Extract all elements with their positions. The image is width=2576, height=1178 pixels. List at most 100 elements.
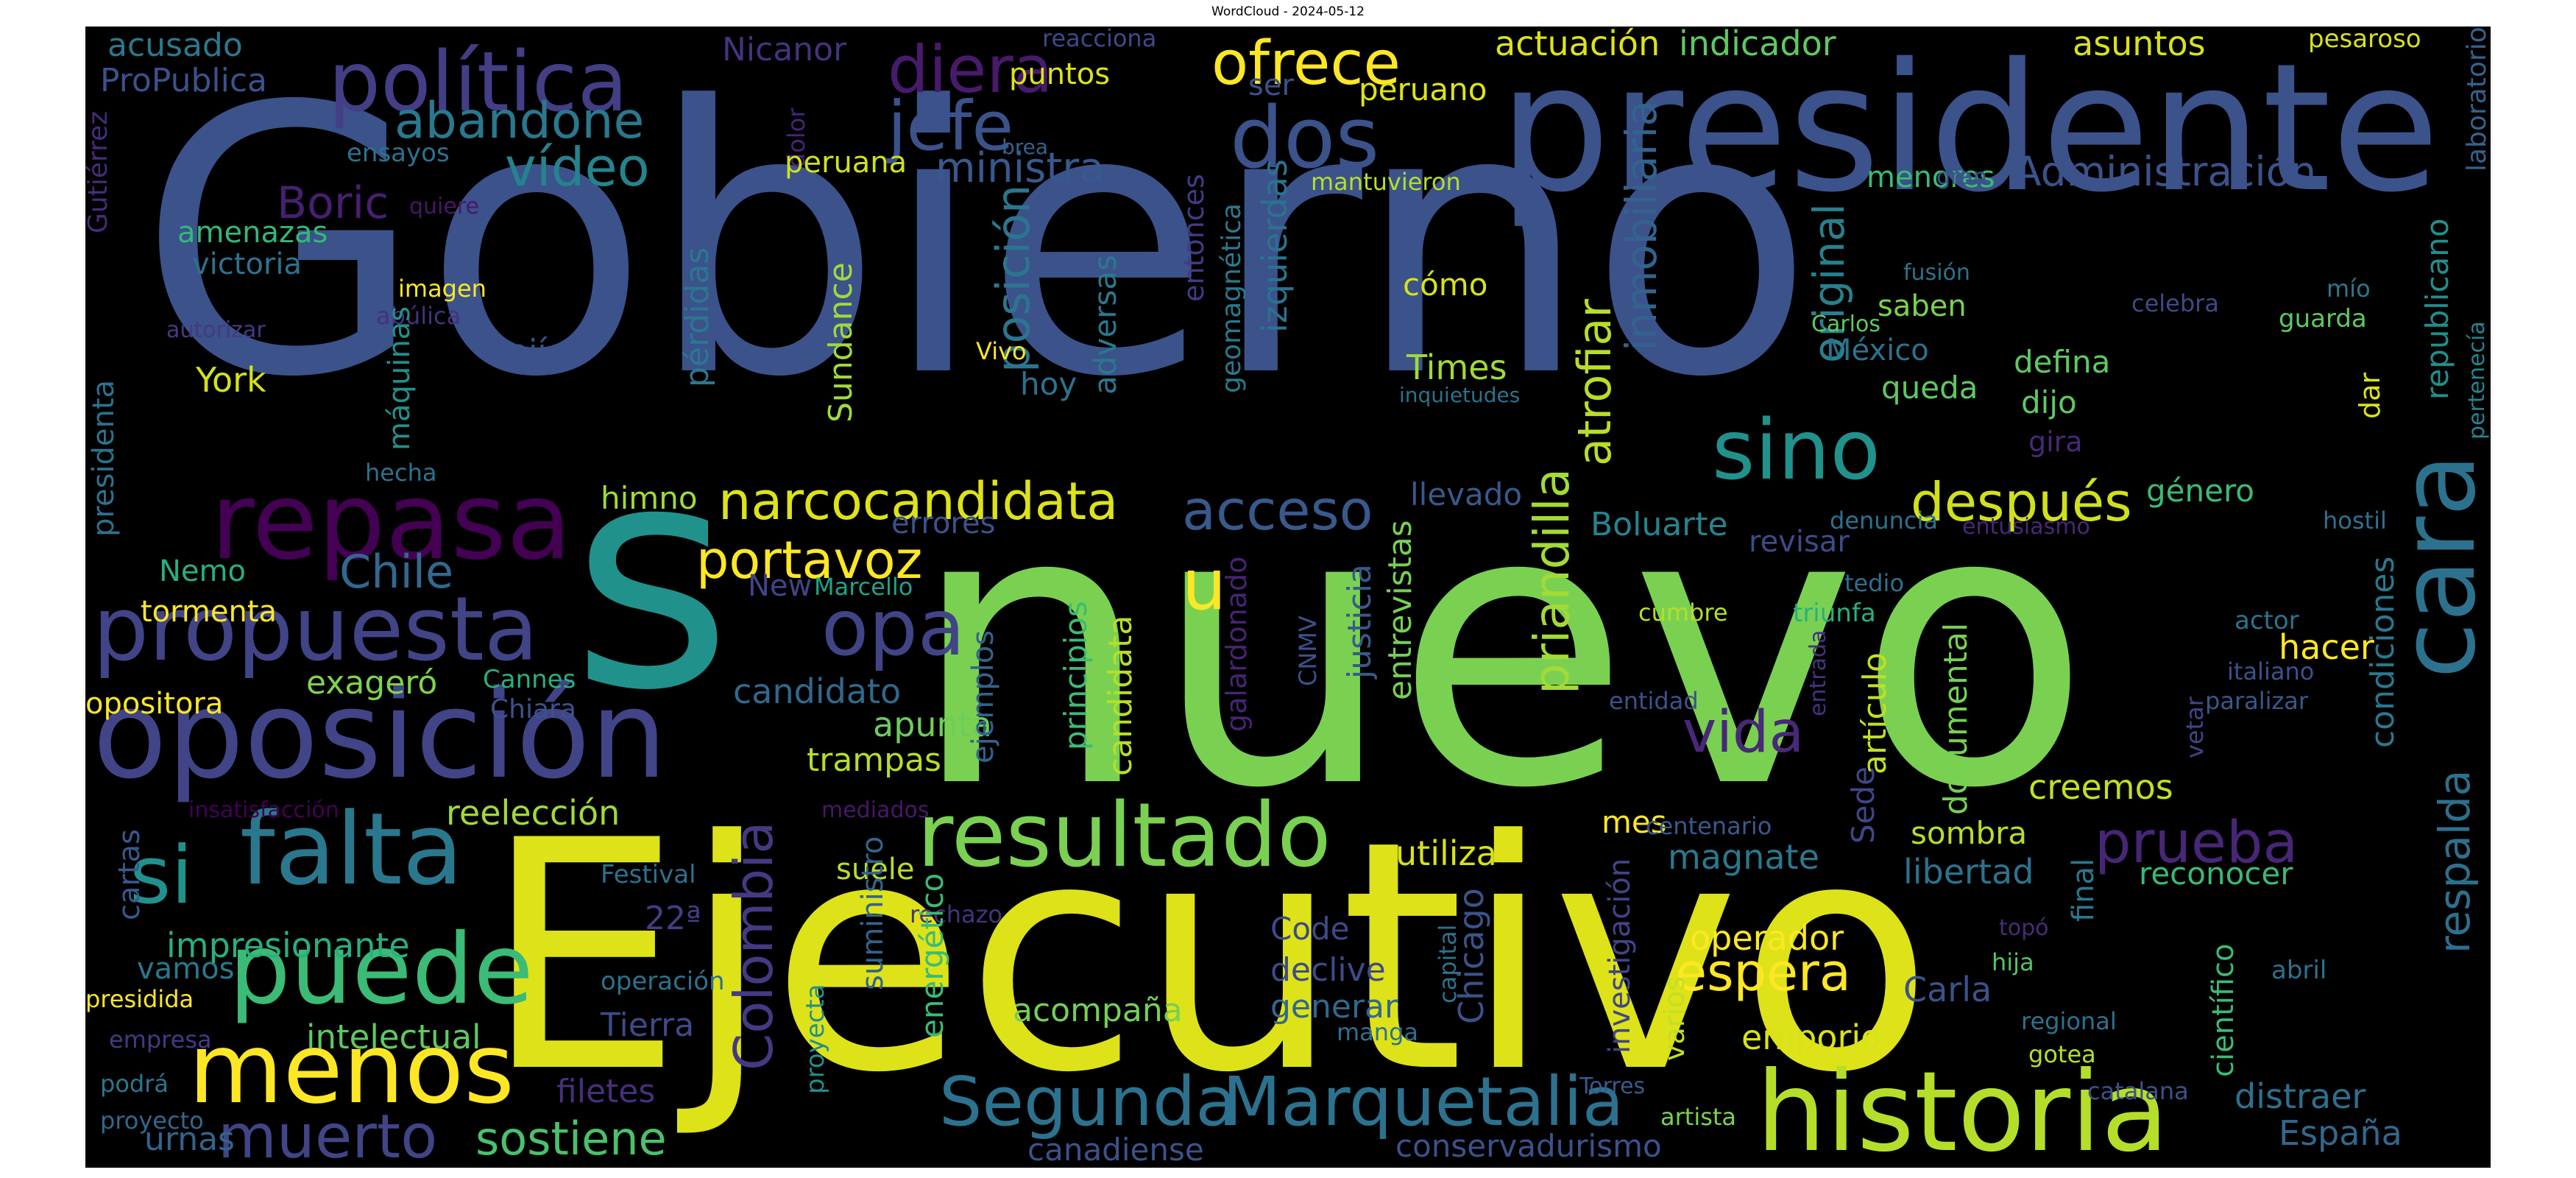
word-celebra: celebra <box>2131 289 2219 317</box>
word-insatisfacción: insatisfacción <box>188 797 339 823</box>
word-historia: historia <box>1756 1048 2169 1168</box>
word-hacer: hacer <box>2279 627 2374 667</box>
word-nuevo: nuevo <box>910 426 2091 872</box>
word-pesaroso: pesaroso <box>2308 27 2421 54</box>
word-peruana: peruana <box>785 146 907 180</box>
word-festival: Festival <box>601 860 696 889</box>
word-portavoz: portavoz <box>696 530 923 590</box>
word-topó: topó <box>1999 915 2049 941</box>
word-izquierdas: izquierdas <box>1255 159 1295 333</box>
word-máquinas: máquinas <box>383 306 417 451</box>
word-carla: Carla <box>1903 970 1992 1009</box>
word-abúlica: abúlica <box>376 302 461 330</box>
word-suele: suele <box>836 853 915 886</box>
word-entidad: entidad <box>1609 687 1699 715</box>
word-abandone: abandone <box>394 92 645 150</box>
word-marquetalia: Marquetalia <box>1222 1062 1624 1141</box>
word-opositora: opositora <box>85 687 224 721</box>
word-urnas: urnas <box>144 1121 235 1158</box>
word-guarda: guarda <box>2279 304 2367 334</box>
word-times: Times <box>1406 348 1507 387</box>
word-saben: saben <box>1878 289 1967 323</box>
word-vídeo: vídeo <box>505 136 650 198</box>
word-vamos: vamos <box>137 952 235 986</box>
word-manga: manga <box>1337 1018 1418 1046</box>
word-cannes: Cannes <box>483 665 576 694</box>
word-22ª: 22ª <box>645 900 701 937</box>
word-paralizar: paralizar <box>2205 687 2309 715</box>
word-victoria: victoria <box>192 247 302 281</box>
figure-title: WordCloud - 2024-05-12 <box>1211 4 1365 19</box>
word-hoy: hoy <box>1020 366 1078 402</box>
word-triunfa: triunfa <box>1793 599 1876 628</box>
word-energético: energético <box>914 872 950 1038</box>
word-cloud-canvas: Gobierno nuevo Ejecutivo presidente s histori… <box>85 27 2491 1168</box>
word-gran: gran <box>1936 164 1987 190</box>
word-torres: Torres <box>1579 1073 1646 1099</box>
word-republicano: republicano <box>2419 218 2455 400</box>
word-brea: brea <box>1002 135 1049 159</box>
word-abril: abril <box>2271 956 2327 985</box>
word-méxico: México <box>1826 334 1929 367</box>
word-proyecta: proyecta <box>801 984 830 1094</box>
word-ejemplos: ejemplos <box>966 629 1000 763</box>
word-pérdidas: pérdidas <box>679 247 716 387</box>
word-amenazas: amenazas <box>177 216 328 250</box>
word-inmobiliaria: inmobiliaria <box>1616 99 1666 351</box>
word-sombra: sombra <box>1911 815 2028 851</box>
word-bajío: Bajío <box>486 333 567 370</box>
word-generar: generar <box>1270 988 1398 1026</box>
word-españa: España <box>2279 1113 2402 1153</box>
word-canadiense: canadiense <box>1027 1132 1204 1168</box>
word-condiciones: condiciones <box>2364 556 2402 748</box>
word-nemo: Nemo <box>159 554 246 588</box>
word-defina: defina <box>2014 344 2111 380</box>
word-himno: himno <box>601 480 698 516</box>
word-chiara: Chiara <box>490 694 576 724</box>
word-capital: capital <box>1434 924 1462 1004</box>
word-menos: menos <box>188 1012 514 1126</box>
word-ser: ser <box>1248 68 1294 102</box>
word-hija: hija <box>1992 948 2034 976</box>
word-sundance: Sundance <box>822 262 860 423</box>
word-candidata: candidata <box>1102 615 1139 776</box>
word-atrofiar: atrofiar <box>1568 299 1621 466</box>
word-adversas: adversas <box>1087 255 1123 395</box>
word-reacciona: reacciona <box>1042 27 1157 52</box>
word-sede: Sede <box>1845 766 1881 844</box>
word-u: u <box>1182 545 1227 626</box>
word-ofrece: ofrece <box>1211 29 1401 99</box>
word-después: después <box>1911 471 2132 533</box>
word-nicanor: Nicanor <box>722 31 847 68</box>
word-podrá: podrá <box>100 1070 169 1098</box>
word-pertenecía: pertenecía <box>2464 321 2490 440</box>
word-intelectual: intelectual <box>306 1017 481 1057</box>
word-actuación: actuación <box>1495 27 1660 63</box>
word-s: s <box>571 398 732 758</box>
word-tierra: Tierra <box>601 1006 695 1044</box>
word-empresa: empresa <box>109 1026 212 1054</box>
word-diera: diera <box>888 32 1053 107</box>
word-varios: varios <box>1658 976 1691 1061</box>
word-género: género <box>2146 473 2254 509</box>
word-mantuvieron: mantuvieron <box>1311 168 1461 196</box>
word-hecha: hecha <box>365 459 437 487</box>
word-muerto: muerto <box>218 1102 438 1168</box>
word-vida: vida <box>1682 699 1805 766</box>
word-propuesta: propuesta <box>93 579 539 681</box>
word-presidente: presidente <box>1498 27 2440 231</box>
word-respalda: respalda <box>2430 769 2480 953</box>
word-cartas: cartas <box>113 829 146 920</box>
word-dos: dos <box>1230 89 1380 188</box>
word-boluarte: Boluarte <box>1590 506 1728 543</box>
word-cara: cara <box>2379 453 2491 679</box>
word-prueba: prueba <box>2095 810 2299 876</box>
word-entrada: entrada <box>1805 629 1831 716</box>
word-artículo: artículo <box>1856 652 1894 775</box>
word-reelección: reelección <box>446 793 620 833</box>
word-cnmv: CNMV <box>1294 616 1322 686</box>
word-impresionante: impresionante <box>166 925 410 965</box>
word-york: York <box>196 360 266 400</box>
word-operador: operador <box>1690 918 1844 958</box>
word-revisar: revisar <box>1749 525 1850 559</box>
